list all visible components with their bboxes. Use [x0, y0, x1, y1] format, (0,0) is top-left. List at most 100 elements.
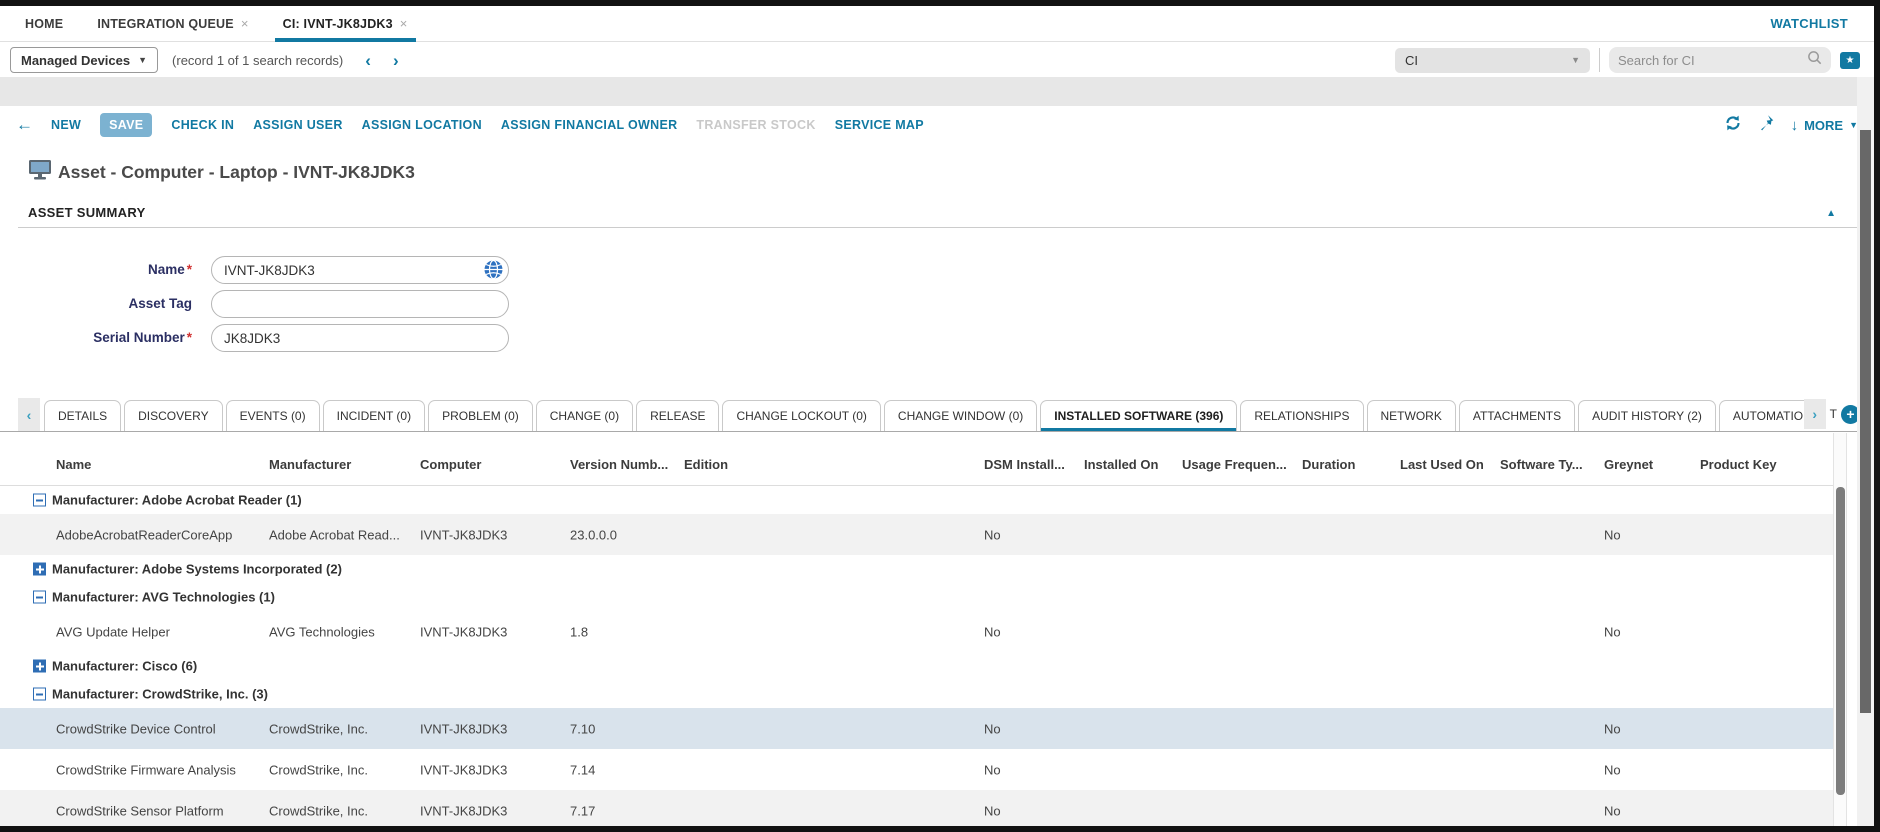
record-navbar: Managed Devices ▼ (record 1 of 1 search …	[0, 43, 1874, 77]
tab-events[interactable]: EVENTS (0)	[225, 400, 320, 431]
tab-release[interactable]: RELEASE	[636, 400, 720, 431]
tab-integration-queue-label: INTEGRATION QUEUE	[97, 16, 234, 31]
close-icon[interactable]: ×	[399, 16, 408, 31]
serial-number-field[interactable]	[211, 324, 509, 352]
search-box[interactable]	[1609, 47, 1831, 73]
column-header-product-key[interactable]: Product Key	[1700, 457, 1777, 472]
tab-home[interactable]: HOME	[25, 6, 63, 42]
previous-record-button[interactable]: ‹	[365, 50, 371, 70]
tab-problem[interactable]: PROBLEM (0)	[428, 400, 533, 431]
assign-user-button[interactable]: ASSIGN USER	[253, 118, 343, 132]
table-row-selected[interactable]: CrowdStrike Device Control CrowdStrike, …	[0, 708, 1833, 749]
next-record-button[interactable]: ›	[392, 50, 399, 70]
assign-financial-owner-button[interactable]: ASSIGN FINANCIAL OWNER	[500, 118, 678, 132]
search-input[interactable]	[1618, 52, 1807, 68]
tab-installed-software[interactable]: INSTALLED SOFTWARE (396)	[1040, 400, 1238, 431]
tab-integration-queue[interactable]: INTEGRATION QUEUE ×	[97, 6, 248, 42]
new-button[interactable]: NEW	[51, 118, 82, 132]
section-title: ASSET SUMMARY	[28, 205, 146, 220]
table-row[interactable]: AdobeAcrobatReaderCoreApp Adobe Acrobat …	[0, 514, 1833, 555]
action-toolbar: ← NEW SAVE CHECK IN ASSIGN USER ASSIGN L…	[0, 106, 1874, 144]
tab-audit-history[interactable]: AUDIT HISTORY (2)	[1578, 400, 1716, 431]
column-header-duration[interactable]: Duration	[1302, 457, 1356, 472]
save-button[interactable]: SAVE	[100, 113, 153, 137]
watchlist-link[interactable]: WATCHLIST	[1770, 16, 1848, 31]
required-asterisk: *	[186, 262, 192, 277]
group-row[interactable]: Manufacturer: Cisco (6)	[0, 652, 1833, 680]
close-icon[interactable]: ×	[240, 16, 249, 31]
window-frame-bottom	[0, 826, 1880, 832]
chevron-down-icon: ▼	[1571, 55, 1580, 65]
group-row[interactable]: Manufacturer: AVG Technologies (1)	[0, 583, 1833, 611]
table-scrollbar-thumb[interactable]	[1836, 487, 1845, 795]
group-row[interactable]: Manufacturer: Adobe Acrobat Reader (1)	[0, 486, 1833, 514]
pin-icon[interactable]	[1758, 114, 1775, 137]
asset-summary-section-header[interactable]: ASSET SUMMARY ▲	[18, 196, 1858, 228]
tabs-scroll-right-button[interactable]: ›	[1803, 399, 1826, 429]
saved-search-folder-icon[interactable]: ★	[1840, 51, 1860, 69]
group-row[interactable]: Manufacturer: CrowdStrike, Inc. (3)	[0, 680, 1833, 708]
tab-change-lockout[interactable]: CHANGE LOCKOUT (0)	[722, 400, 881, 431]
refresh-icon[interactable]	[1724, 114, 1742, 137]
collapse-group-icon[interactable]	[33, 590, 46, 604]
tab-change[interactable]: CHANGE (0)	[535, 400, 634, 431]
record-title-row: Asset - Computer - Laptop - IVNT-JK8JDK3	[0, 152, 1600, 192]
page-scrollbar[interactable]	[1857, 77, 1874, 826]
divider	[1599, 48, 1600, 72]
tab-details[interactable]: DETAILS	[44, 400, 122, 431]
search-scope-dropdown[interactable]: CI ▼	[1395, 47, 1590, 73]
view-selector-value: Managed Devices	[21, 52, 131, 68]
column-header-version[interactable]: Version Numb...	[570, 457, 669, 472]
detail-tabstrip: ‹ DETAILS DISCOVERY EVENTS (0) INCIDENT …	[0, 395, 1874, 432]
chevron-down-icon: ▼	[138, 55, 148, 65]
tab-home-label: HOME	[25, 16, 64, 31]
column-header-greynet[interactable]: Greynet	[1604, 457, 1654, 472]
column-header-dsm-installed[interactable]: DSM Install...	[984, 457, 1065, 472]
column-header-computer[interactable]: Computer	[420, 457, 482, 472]
table-row[interactable]: AVG Update Helper AVG Technologies IVNT-…	[0, 611, 1833, 652]
installed-software-table: Name Manufacturer Computer Version Numb.…	[0, 433, 1833, 831]
record-count-text: (record 1 of 1 search records)	[172, 52, 344, 68]
page-scrollbar-thumb[interactable]	[1860, 130, 1871, 713]
search-icon	[1807, 50, 1822, 70]
spacer-bar	[0, 77, 1874, 106]
collapse-group-icon[interactable]	[33, 687, 46, 701]
globe-icon[interactable]	[483, 259, 504, 285]
tab-ci-record[interactable]: CI: IVNT-JK8JDK3 ×	[274, 6, 416, 42]
expand-group-icon[interactable]	[33, 562, 46, 576]
tab-relationships[interactable]: RELATIONSHIPS	[1240, 400, 1364, 431]
expand-group-icon[interactable]	[33, 659, 46, 673]
service-map-button[interactable]: SERVICE MAP	[834, 118, 924, 132]
asset-tag-field[interactable]	[211, 290, 509, 318]
more-menu-button[interactable]: ↓ MORE ▼	[1791, 117, 1858, 134]
back-arrow-icon[interactable]: ←	[16, 115, 33, 134]
group-row[interactable]: Manufacturer: Adobe Systems Incorporated…	[0, 555, 1833, 583]
tab-discovery[interactable]: DISCOVERY	[124, 400, 223, 431]
tabs-scroll-left-button[interactable]: ‹	[18, 398, 40, 431]
column-header-manufacturer[interactable]: Manufacturer	[269, 457, 352, 472]
column-header-usage-frequency[interactable]: Usage Frequen...	[1182, 457, 1287, 472]
table-row[interactable]: CrowdStrike Firmware Analysis CrowdStrik…	[0, 749, 1833, 790]
tab-ci-record-label: CI: IVNT-JK8JDK3	[282, 16, 393, 31]
column-header-name[interactable]: Name	[56, 457, 92, 472]
transfer-stock-button: TRANSFER STOCK	[696, 118, 816, 132]
tab-incident[interactable]: INCIDENT (0)	[322, 400, 426, 431]
name-field[interactable]	[211, 256, 509, 284]
check-in-button[interactable]: CHECK IN	[171, 118, 235, 132]
column-header-installed-on[interactable]: Installed On	[1084, 457, 1159, 472]
tab-network[interactable]: NETWORK	[1366, 400, 1456, 431]
computer-icon	[27, 159, 53, 186]
column-header-last-used-on[interactable]: Last Used On	[1400, 457, 1484, 472]
add-tab-icon[interactable]: +	[1841, 404, 1860, 424]
tab-attachments[interactable]: ATTACHMENTS	[1458, 400, 1576, 431]
collapse-caret-icon[interactable]: ▲	[1826, 208, 1836, 219]
view-selector-dropdown[interactable]: Managed Devices ▼	[10, 47, 159, 73]
table-scrollbar[interactable]	[1833, 433, 1847, 826]
tab-change-window[interactable]: CHANGE WINDOW (0)	[883, 400, 1038, 431]
collapse-group-icon[interactable]	[33, 493, 46, 507]
chevron-down-icon: ▼	[1849, 120, 1858, 130]
table-row[interactable]: CrowdStrike Sensor Platform CrowdStrike,…	[0, 790, 1833, 831]
assign-location-button[interactable]: ASSIGN LOCATION	[361, 118, 482, 132]
column-header-edition[interactable]: Edition	[684, 457, 729, 472]
column-header-software-type[interactable]: Software Ty...	[1500, 457, 1583, 472]
